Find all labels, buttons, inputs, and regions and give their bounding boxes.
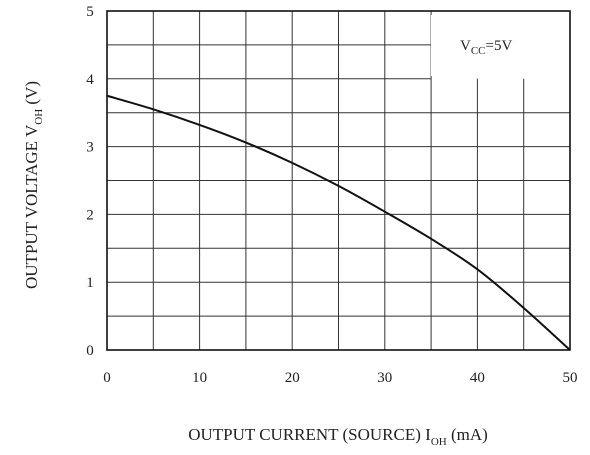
annotation-box xyxy=(431,15,570,76)
series-line xyxy=(106,94,571,351)
plot-frame xyxy=(106,10,571,351)
annotation-vcc: VCC=5V xyxy=(460,38,512,57)
y-tick-label: 4 xyxy=(86,72,94,88)
x-tick-label: 30 xyxy=(377,370,392,386)
x-tick-labels: 0 10 20 30 40 50 xyxy=(103,370,577,386)
y-tick-label: 2 xyxy=(86,207,94,223)
y-tick-label: 5 xyxy=(86,4,94,20)
x-tick-label: 10 xyxy=(192,370,207,386)
y-tick-label: 3 xyxy=(86,140,94,156)
grid-lines xyxy=(107,11,570,350)
y-tick-label: 1 xyxy=(86,275,94,291)
y-axis-title: OUTPUT VOLTAGE VOH (V) xyxy=(22,81,45,289)
y-tick-labels: 0 1 2 3 4 5 xyxy=(86,4,94,359)
x-tick-label: 0 xyxy=(103,370,111,386)
x-tick-label: 20 xyxy=(285,370,300,386)
x-axis-title: OUTPUT CURRENT (SOURCE) IOH (mA) xyxy=(188,425,488,448)
x-tick-label: 50 xyxy=(563,370,578,386)
x-tick-label: 40 xyxy=(470,370,485,386)
y-tick-label: 0 xyxy=(86,343,94,359)
